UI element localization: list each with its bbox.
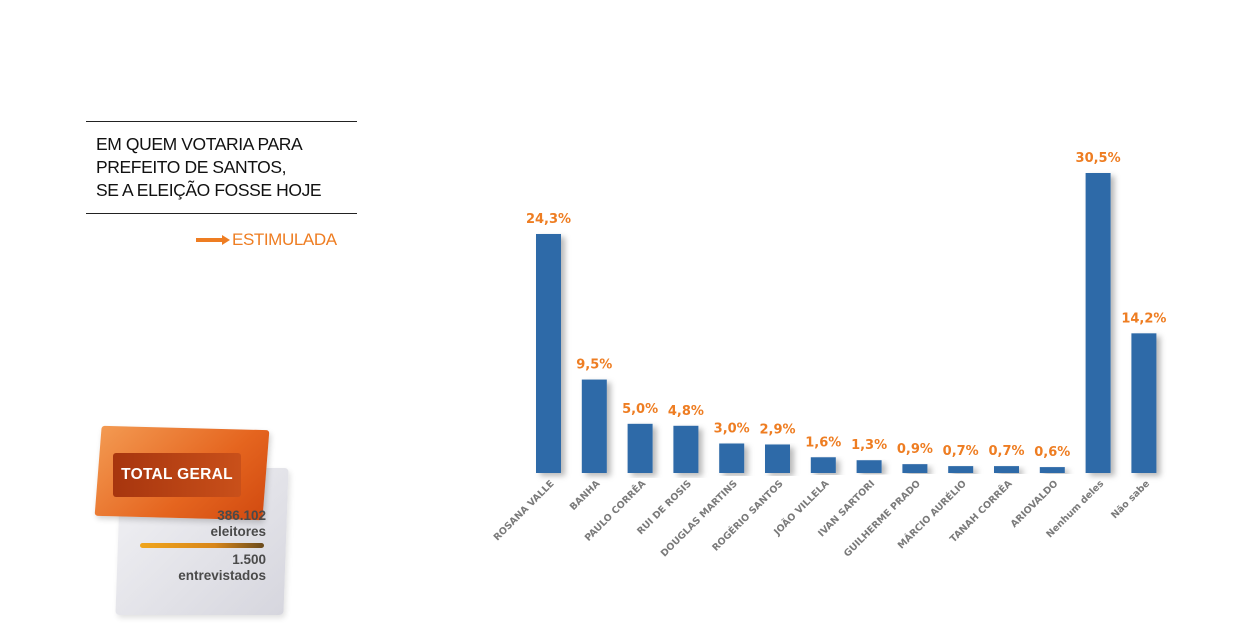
category-label: ROSANA VALLE — [492, 478, 557, 543]
badge-divider — [140, 543, 264, 548]
bar — [719, 443, 745, 473]
data-label: 30,5% — [1076, 151, 1121, 166]
bar — [994, 466, 1019, 473]
poll-type-label: ESTIMULADA — [232, 230, 337, 249]
bar — [948, 466, 974, 473]
bar — [536, 233, 561, 473]
chart-title: EM QUEM VOTARIA PARA PREFEITO DE SANTOS,… — [86, 122, 357, 213]
data-label: 1,6% — [805, 435, 841, 450]
data-label: 4,8% — [668, 404, 704, 419]
bar — [627, 423, 653, 473]
category-label: Não sabe — [1109, 478, 1152, 521]
interviews-label: entrevistados — [178, 568, 266, 583]
interviews-count: 1.500 entrevistados — [178, 552, 266, 584]
data-label: 14,2% — [1121, 311, 1166, 326]
total-badge: TOTAL GERAL 386.102 eleitores 1.500 entr… — [94, 425, 296, 618]
poll-type-tag: ESTIMULADA — [196, 230, 337, 250]
data-label: 0,7% — [988, 444, 1024, 459]
data-label: 0,6% — [1034, 445, 1070, 460]
bar — [1039, 467, 1065, 473]
data-label: 3,0% — [714, 421, 750, 436]
badge-label: TOTAL GERAL — [113, 453, 241, 497]
bar — [810, 457, 836, 473]
data-label: 0,7% — [943, 444, 979, 459]
arrow-right-icon — [196, 235, 230, 245]
bars — [536, 173, 1157, 473]
data-label: 9,5% — [576, 358, 612, 373]
voters-count: 386.102 eleitores — [210, 508, 266, 540]
bar — [765, 444, 790, 473]
bar — [1131, 333, 1157, 473]
bar — [581, 379, 607, 473]
top-rule — [86, 121, 357, 122]
title-line: SE A ELEIÇÃO FOSSE HOJE — [96, 180, 322, 200]
category-label: DOUGLAS MARTINS — [659, 478, 740, 559]
data-label: 2,9% — [759, 422, 795, 437]
bar — [673, 425, 699, 473]
category-label: GUILHERME PRADO — [842, 478, 923, 559]
bar — [902, 464, 928, 473]
voters-value: 386.102 — [217, 508, 266, 523]
bar — [856, 460, 882, 473]
interviews-value: 1.500 — [232, 552, 266, 567]
title-line: PREFEITO DE SANTOS, — [96, 157, 287, 177]
data-label: 0,9% — [897, 442, 933, 457]
bottom-rule — [86, 213, 357, 214]
data-label: 1,3% — [851, 438, 887, 453]
bar — [1085, 173, 1111, 473]
data-label: 5,0% — [622, 402, 658, 417]
data-label: 24,3% — [526, 212, 571, 227]
category-label: ARIOVALDO — [1009, 478, 1061, 530]
data-labels: 24,3% 9,5% 5,0% 4,8% 3,0% 2,9% 1,6% 1,3% 0,9% 0,7… — [526, 151, 1167, 460]
category-label: BANHA — [568, 478, 603, 513]
title-line: EM QUEM VOTARIA PARA — [96, 134, 303, 154]
title-block: EM QUEM VOTARIA PARA PREFEITO DE SANTOS,… — [86, 121, 357, 214]
voters-label: eleitores — [210, 524, 266, 539]
